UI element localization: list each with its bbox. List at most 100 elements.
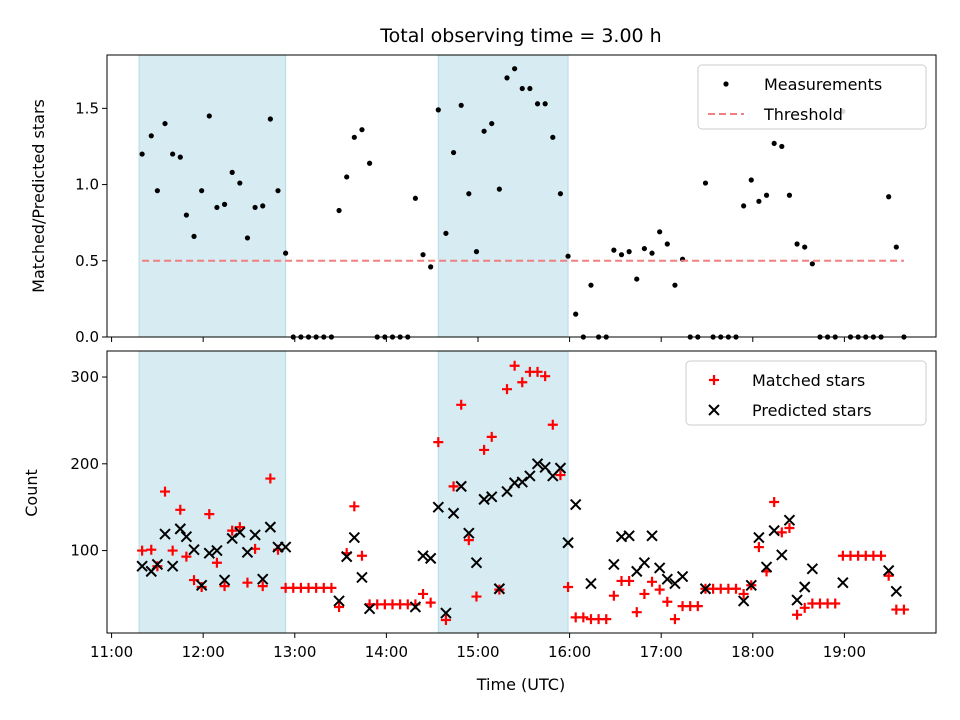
measurement-point	[634, 276, 640, 282]
predicted-star-point	[455, 480, 467, 493]
matched-star-point	[769, 496, 780, 507]
measurement-point	[162, 120, 168, 127]
matched-star-point	[160, 486, 171, 497]
measurement-point	[496, 186, 502, 192]
measurement-point	[771, 140, 777, 147]
ratio-y-tick-label: 1.5	[75, 99, 99, 117]
measurement-point	[473, 249, 480, 255]
predicted-star-point	[737, 595, 750, 607]
matched-star-point	[146, 544, 157, 555]
measurement-point	[649, 250, 655, 256]
legend-label: Measurements	[764, 75, 882, 94]
measurement-point	[534, 101, 541, 107]
measurement-point	[565, 253, 571, 259]
measurement-point	[557, 191, 564, 197]
predicted-star-point	[753, 531, 765, 544]
measurement-point	[177, 154, 183, 160]
measurement-point	[893, 244, 899, 250]
predicted-star-point	[241, 546, 254, 559]
count-legend	[685, 360, 927, 426]
matched-star-point	[776, 527, 787, 538]
predicted-star-point	[180, 530, 193, 543]
measurement-point	[450, 149, 457, 156]
predicted-star-point	[493, 583, 506, 595]
measurement-point	[657, 229, 663, 235]
predicted-star-point	[417, 550, 429, 562]
predicted-star-point	[562, 537, 574, 549]
y-axis-label-ratio: Matched/Predicted stars	[29, 99, 48, 293]
x-axis-label: Time (UTC)	[476, 675, 565, 694]
legend-matched-marker	[709, 375, 719, 385]
ratio-y-tick-label: 0.5	[75, 252, 99, 270]
matched-star-point	[471, 591, 482, 602]
predicted-star-point	[211, 544, 223, 557]
matched-star-point	[547, 419, 558, 430]
predicted-star-point	[608, 558, 620, 571]
measurement-point	[229, 169, 235, 175]
matched-star-point	[137, 545, 148, 556]
matched-star-point	[448, 481, 459, 492]
predicted-star-point	[432, 501, 445, 513]
matched-star-point	[326, 582, 337, 593]
matched-star-point	[639, 588, 650, 599]
measurement-point	[412, 195, 418, 201]
measurement-point	[260, 203, 266, 209]
ratio-y-tick-label: 1.0	[75, 176, 99, 194]
measurement-point	[527, 85, 533, 92]
matched-star-point	[540, 371, 551, 382]
measurement-point	[886, 194, 892, 200]
measurement-point	[756, 198, 762, 204]
measurement-point	[221, 201, 228, 207]
x-tick-label: 12:00	[182, 643, 225, 661]
matched-star-point	[608, 590, 619, 601]
x-tick-label: 17:00	[640, 643, 683, 661]
predicted-star-point	[348, 531, 361, 544]
measurement-point	[191, 233, 197, 239]
predicted-star-point	[623, 530, 635, 542]
measurement-point	[199, 188, 205, 194]
ratio-legend	[697, 64, 927, 130]
predicted-star-point	[279, 541, 292, 553]
matched-star-point	[242, 577, 253, 588]
matched-star-point	[463, 535, 474, 546]
predicted-star-point	[653, 562, 666, 574]
predicted-star-point	[218, 574, 231, 586]
matched-star-point	[219, 581, 230, 592]
measurement-point	[148, 133, 154, 139]
measurement-point	[550, 134, 556, 140]
measurement-point	[763, 192, 770, 198]
matched-star-point	[479, 444, 490, 455]
predicted-star-point	[676, 570, 689, 583]
matched-star-point	[731, 583, 742, 594]
x-tick-label: 14:00	[365, 643, 408, 661]
predicted-star-point	[661, 573, 674, 585]
matched-star-point	[578, 612, 589, 623]
predicted-star-point	[409, 601, 422, 613]
ratio-axes-frame	[106, 54, 937, 338]
measurement-point	[183, 212, 189, 218]
matched-star-point	[501, 384, 512, 395]
predicted-star-point	[890, 585, 903, 598]
measurement-point	[504, 75, 510, 81]
x-tick-label: 19:00	[823, 643, 866, 661]
predicted-star-point	[188, 543, 200, 556]
matched-star-point	[433, 437, 444, 448]
matched-star-point	[563, 582, 574, 593]
matched-star-point	[898, 604, 909, 615]
ratio-panel: 0.0 0.5 1.0 1.5 Measurements Threshold	[75, 54, 937, 346]
predicted-star-point	[516, 476, 528, 488]
matched-star-point	[152, 561, 163, 572]
matched-star-point	[692, 601, 703, 612]
predicted-star-point	[249, 529, 261, 541]
matched-star-point	[204, 509, 215, 520]
predicted-star-point	[440, 607, 452, 619]
measurement-point	[283, 250, 289, 256]
x-tick-label: 11:00	[90, 643, 133, 661]
count-y-tick-label: 100	[70, 542, 99, 560]
predicted-star-point	[264, 521, 277, 533]
matched-star-point	[517, 377, 528, 388]
matched-star-point	[532, 366, 543, 377]
measurement-point	[672, 282, 678, 288]
matched-star-point	[601, 614, 612, 625]
